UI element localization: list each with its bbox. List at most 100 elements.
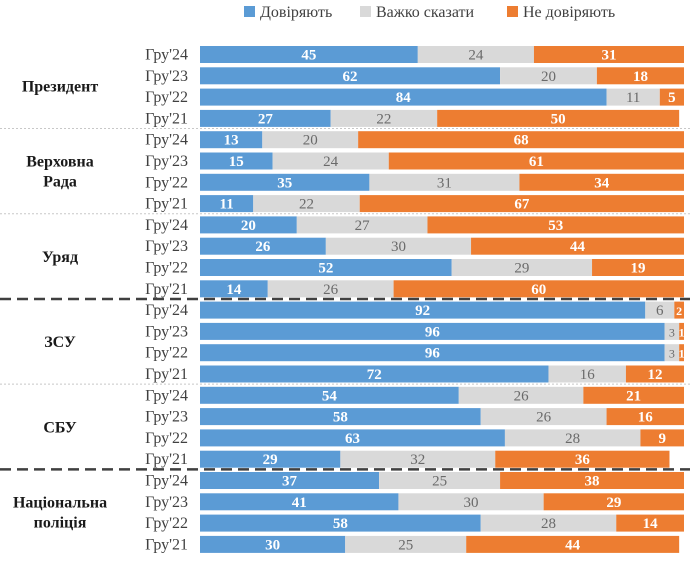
group-label: Рада: [43, 174, 77, 191]
bar-value-hard: 22: [376, 111, 391, 127]
bar-segment-trust: [200, 195, 254, 213]
bar-value-distrust: 44: [565, 537, 581, 553]
bar-segment-hard: [417, 46, 534, 63]
bar-segment-distrust: [606, 408, 684, 426]
bar-segment-distrust: [519, 173, 684, 191]
legend-label-trust: Довіряють: [260, 4, 332, 21]
bar-value-hard: 27: [355, 218, 371, 234]
bar-value-hard: 16: [580, 367, 596, 383]
bar-segment-hard: [379, 472, 501, 489]
bar-value-distrust: 14: [643, 516, 659, 532]
legend-swatch-hard: [360, 6, 371, 17]
bar-segment-hard: [664, 322, 680, 340]
row-tick-label: Гру'22: [145, 515, 188, 532]
bar-value-trust: 58: [333, 410, 348, 426]
bar-segment-hard: [500, 67, 597, 85]
group-label: Президент: [22, 78, 99, 95]
bar-value-hard: 3: [669, 347, 675, 361]
legend-label-hard: Важко сказати: [376, 4, 475, 21]
group-label: Уряд: [42, 249, 78, 266]
bar-row: Гру'24 37 25 38: [145, 472, 684, 490]
bar-segment-hard: [272, 152, 389, 170]
row-tick-label: Гру'23: [145, 323, 188, 340]
bar-segment-trust: [200, 365, 549, 383]
bar-segment-trust: [200, 280, 268, 298]
bar-row: Гру'22 84 11 5: [145, 88, 684, 106]
bar-value-hard: 28: [565, 431, 580, 447]
bar-value-trust: 14: [226, 282, 242, 298]
bar-value-distrust: 5: [668, 90, 676, 106]
bar-segment-trust: [200, 259, 452, 276]
row-tick-label: Гру'24: [145, 47, 188, 64]
bar-row: Гру'24 13 20 68: [145, 131, 684, 149]
bar-row: Гру'24 54 26 21: [145, 386, 684, 404]
bar-value-hard: 20: [303, 133, 318, 149]
bar-row: Гру'24 92 6 2: [145, 301, 684, 319]
row-tick-label: Гру'22: [145, 345, 188, 362]
bar-row: Гру'23 62 20 18: [145, 67, 684, 85]
bar-segment-trust: [200, 429, 505, 447]
bar-value-trust: 62: [343, 69, 358, 85]
bar-value-hard: 32: [410, 452, 425, 468]
bar-segment-hard: [664, 344, 680, 362]
bar-segment-distrust: [616, 514, 684, 532]
bar-row: Гру'23 15 24 61: [145, 152, 684, 170]
legend-swatch-distrust: [507, 6, 518, 17]
bar-value-hard: 26: [536, 410, 552, 426]
bar-segment-hard: [345, 535, 467, 553]
bar-segment-distrust: [358, 131, 684, 149]
row-tick-label: Гру'21: [145, 196, 188, 213]
bar-value-hard: 20: [541, 69, 556, 85]
bar-value-hard: 24: [323, 154, 339, 170]
bar-segment-trust: [200, 131, 263, 149]
bar-value-distrust: 61: [529, 154, 544, 170]
bar-row: Гру'22 35 31 34: [145, 173, 684, 191]
bar-segment-hard: [548, 365, 626, 383]
row-tick-label: Гру'21: [145, 110, 188, 127]
bar-value-trust: 13: [224, 133, 239, 149]
bar-segment-hard: [606, 88, 660, 106]
bar-segment-trust: [200, 408, 481, 426]
bar-segment-trust: [200, 386, 459, 404]
bar-value-trust: 37: [282, 474, 298, 490]
bar-segment-trust: [200, 237, 326, 255]
row-tick-label: Гру'21: [145, 366, 188, 383]
bar-row: Гру'24 45 24 31: [145, 46, 684, 64]
bar-segment-trust: [200, 88, 607, 106]
bar-value-distrust: 16: [638, 410, 654, 426]
bar-segment-distrust: [393, 280, 684, 298]
bar-row: Гру'23 26 30 44: [145, 237, 684, 255]
bar-value-hard: 31: [437, 175, 452, 191]
bar-segment-distrust: [674, 301, 684, 319]
bar-segment-trust: [200, 472, 380, 489]
bar-segment-hard: [480, 514, 617, 532]
bar-segment-trust: [200, 216, 297, 234]
group-label: поліція: [34, 514, 87, 531]
bar-segment-hard: [398, 493, 544, 511]
bar-segment-hard: [325, 237, 472, 255]
row-tick-label: Гру'21: [145, 281, 188, 298]
bar-segment-hard: [645, 301, 675, 319]
bar-row: Гру'21 72 16 12: [145, 365, 684, 383]
row-tick-label: Гру'23: [145, 153, 188, 170]
bar-rows: Гру'24 45 24 31 Гру'23 62 20 18 Гру'22 84 11 5 Гру'2…: [145, 46, 685, 553]
bar-value-distrust: 18: [633, 69, 648, 85]
bar-segment-distrust: [592, 259, 684, 276]
bar-row: Гру'21 14 26 60: [145, 280, 684, 298]
bar-row: Гру'22 58 28 14: [145, 514, 684, 532]
bar-value-trust: 15: [229, 154, 244, 170]
bar-row: Гру'23 96 3 1: [145, 322, 685, 340]
bar-value-distrust: 34: [594, 175, 610, 191]
bar-row: Гру'21 29 32 36: [145, 450, 670, 468]
bar-value-distrust: 36: [575, 452, 591, 468]
bar-value-distrust: 67: [514, 197, 530, 213]
group-label: Національна: [13, 494, 107, 511]
bar-value-distrust: 50: [551, 111, 566, 127]
bar-segment-trust: [200, 344, 665, 362]
bar-segment-distrust: [659, 88, 684, 106]
bar-row: Гру'22 52 29 19: [145, 259, 684, 277]
legend-label-distrust: Не довіряють: [523, 4, 615, 21]
bar-segment-distrust: [471, 237, 684, 255]
bar-value-trust: 84: [396, 90, 412, 106]
